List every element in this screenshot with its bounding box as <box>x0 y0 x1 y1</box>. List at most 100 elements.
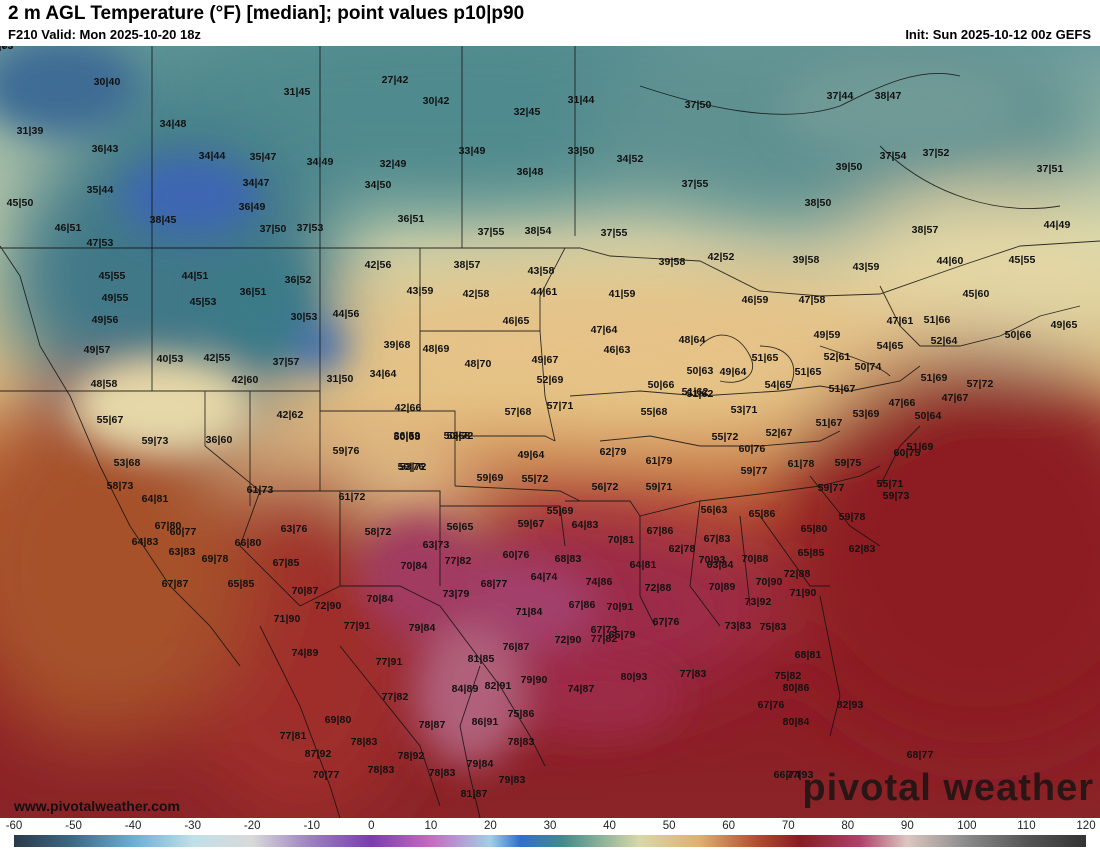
point-value-label: 77|93 <box>786 769 814 781</box>
point-value-label: 64|83 <box>131 536 159 548</box>
colorbar-tick-label: 110 <box>1017 820 1036 832</box>
point-value-label: 37|50 <box>684 99 712 111</box>
point-value-label: 51|65 <box>794 366 822 378</box>
borders <box>0 46 1100 818</box>
point-value-label: 30|40 <box>93 76 121 88</box>
point-value-label: 67|73 <box>590 624 618 636</box>
point-value-label: 49|59 <box>813 329 841 341</box>
point-value-label: 59|73 <box>882 490 910 502</box>
point-value-label: 37|55 <box>681 178 709 190</box>
point-value-label: 53|71 <box>730 404 758 416</box>
point-value-label: 58|72 <box>364 526 392 538</box>
point-value-label: 49|64 <box>517 449 545 461</box>
point-value-label: 81|87 <box>460 788 488 800</box>
point-value-label: 67|76 <box>652 616 680 628</box>
point-value-label: 45|50 <box>6 197 34 209</box>
point-value-label: 64|73 <box>0 46 14 52</box>
point-value-label: 67|86 <box>646 525 674 537</box>
point-value-label: 60|77 <box>169 526 197 538</box>
point-value-label: 48|70 <box>464 358 492 370</box>
point-value-label: 71|90 <box>273 613 301 625</box>
point-value-label: 38|57 <box>911 224 939 236</box>
point-value-label: 51|69 <box>920 372 948 384</box>
point-value-label: 73|92 <box>744 596 772 608</box>
site-url[interactable]: www.pivotalweather.com <box>14 798 180 814</box>
point-value-label: 43|59 <box>852 261 880 273</box>
point-value-label: 68|81 <box>794 649 822 661</box>
point-value-label: 78|83 <box>507 736 535 748</box>
point-value-label: 41|59 <box>608 288 636 300</box>
colorbar-tick-label: 70 <box>781 820 795 832</box>
colorbar-tick-label: 100 <box>957 820 977 832</box>
point-value-label: 82|93 <box>836 699 864 711</box>
temperature-map[interactable]: 30|40 31|45 27|42 30|42 32|45 31|44 37|50 37|44… <box>0 46 1100 818</box>
point-value-label: 74|89 <box>291 647 319 659</box>
colorbar-tick-label: -10 <box>303 820 321 832</box>
point-value-label: 37|55 <box>477 226 505 238</box>
map-title: 2 m AGL Temperature (°F) [median]; point… <box>8 3 525 24</box>
point-value-label: 67|87 <box>161 578 189 590</box>
point-value-label: 39|68 <box>383 339 411 351</box>
point-value-label: 61|78 <box>787 458 815 470</box>
point-value-label: 36|51 <box>239 286 267 298</box>
point-value-label: 59|76 <box>332 445 360 457</box>
point-value-label: 66|80 <box>234 537 262 549</box>
point-value-label: 70|84 <box>400 560 428 572</box>
point-value-label: 46|65 <box>502 315 530 327</box>
point-value-label: 78|87 <box>418 719 446 731</box>
point-value-label: 62|79 <box>599 446 627 458</box>
point-value-label: 34|47 <box>242 177 270 189</box>
point-value-label: 74|86 <box>585 576 613 588</box>
point-value-label: 45|55 <box>1008 254 1036 266</box>
point-value-label: 52|69 <box>536 374 564 386</box>
point-value-label: 47|67 <box>941 392 969 404</box>
point-value-label: 65|79 <box>608 629 636 641</box>
point-value-label: 57|72 <box>966 378 994 390</box>
point-value-label: 51|65 <box>751 352 779 364</box>
point-value-label: 37|57 <box>272 356 300 368</box>
point-value-label: 69|78 <box>201 553 229 565</box>
point-value-label: 63|83 <box>168 546 196 558</box>
point-value-label: 62|78 <box>668 543 696 555</box>
point-value-label: 31|39 <box>16 125 44 137</box>
point-value-label: 32|49 <box>379 158 407 170</box>
point-value-label: 65|86 <box>748 508 776 520</box>
colorbar-tick-label: 40 <box>603 820 616 832</box>
point-value-label: 55|72 <box>711 431 739 443</box>
point-value-label: 59|71 <box>645 481 673 493</box>
point-value-label: 31|50 <box>326 373 354 385</box>
point-value-label: 36|48 <box>516 166 544 178</box>
point-value-label: 81|85 <box>467 653 495 665</box>
point-value-label: 72|90 <box>554 634 582 646</box>
point-value-label: 59|77 <box>740 465 768 477</box>
point-value-label: 84|89 <box>451 683 479 695</box>
point-value-label: 87|92 <box>304 748 332 760</box>
point-value-label: 33|49 <box>458 145 486 157</box>
point-value-label: 70|91 <box>606 601 634 613</box>
colorbar-tick-label: 90 <box>900 820 914 832</box>
point-value-label: 49|64 <box>719 366 747 378</box>
point-value-label: 36|49 <box>238 201 266 213</box>
point-value-label: 86|91 <box>471 716 499 728</box>
point-value-label: 82|91 <box>484 680 512 692</box>
colorbar-tick-label: -40 <box>124 820 142 832</box>
point-value-label: 42|62 <box>276 409 304 421</box>
point-value-label: 50|74 <box>854 361 882 373</box>
point-value-label: 56|63 <box>700 504 728 516</box>
point-value-label: 53|72 <box>399 461 427 473</box>
point-value-label: 51|69 <box>906 441 934 453</box>
point-value-label: 67|86 <box>568 599 596 611</box>
point-value-label: 36|52 <box>284 274 312 286</box>
colorbar-tick-label: 120 <box>1076 820 1096 832</box>
point-value-label: 34|48 <box>159 118 187 130</box>
point-value-label: 37|50 <box>259 223 287 235</box>
point-value-label: 45|60 <box>962 288 990 300</box>
point-value-label: 48|58 <box>90 378 118 390</box>
point-value-label: 59|69 <box>476 472 504 484</box>
point-value-label: 38|47 <box>874 90 902 102</box>
point-value-label: 70|89 <box>708 581 736 593</box>
point-value-label: 70|81 <box>607 534 635 546</box>
point-value-label: 79|90 <box>520 674 548 686</box>
point-value-label: 44|61 <box>530 286 558 298</box>
point-value-label: 42|66 <box>394 402 422 414</box>
